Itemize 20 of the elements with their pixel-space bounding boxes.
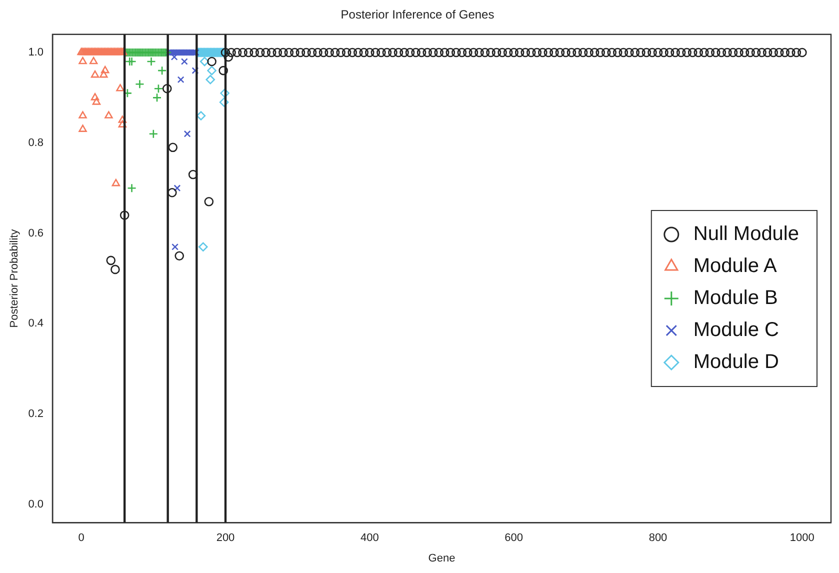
legend-label: Module C bbox=[693, 319, 780, 342]
y-tick-label: 0.2 bbox=[28, 408, 44, 420]
y-tick-label: 0.6 bbox=[28, 227, 44, 240]
legend-label: Module D bbox=[693, 351, 780, 374]
x-tick-label: 600 bbox=[504, 532, 524, 544]
y-tick-label: 0.8 bbox=[28, 136, 44, 149]
x-tick-label: 1000 bbox=[790, 532, 814, 544]
y-tick-label: 1.0 bbox=[28, 46, 44, 59]
chart-title: Posterior Inference of Genes bbox=[340, 8, 494, 22]
x-tick-label: 0 bbox=[78, 532, 84, 544]
legend-label: Module B bbox=[693, 287, 778, 310]
x-tick-label: 800 bbox=[648, 532, 668, 544]
x-axis-title: Gene bbox=[428, 552, 456, 564]
y-tick-label: 0.0 bbox=[28, 498, 44, 511]
y-tick-label: 0.4 bbox=[28, 318, 44, 330]
y-axis-title: Posterior Probability bbox=[8, 228, 21, 328]
legend-label: Null Module bbox=[693, 223, 800, 246]
x-tick-label: 400 bbox=[360, 532, 379, 544]
legend-label: Module A bbox=[693, 255, 778, 278]
x-tick-label: 200 bbox=[216, 532, 235, 544]
